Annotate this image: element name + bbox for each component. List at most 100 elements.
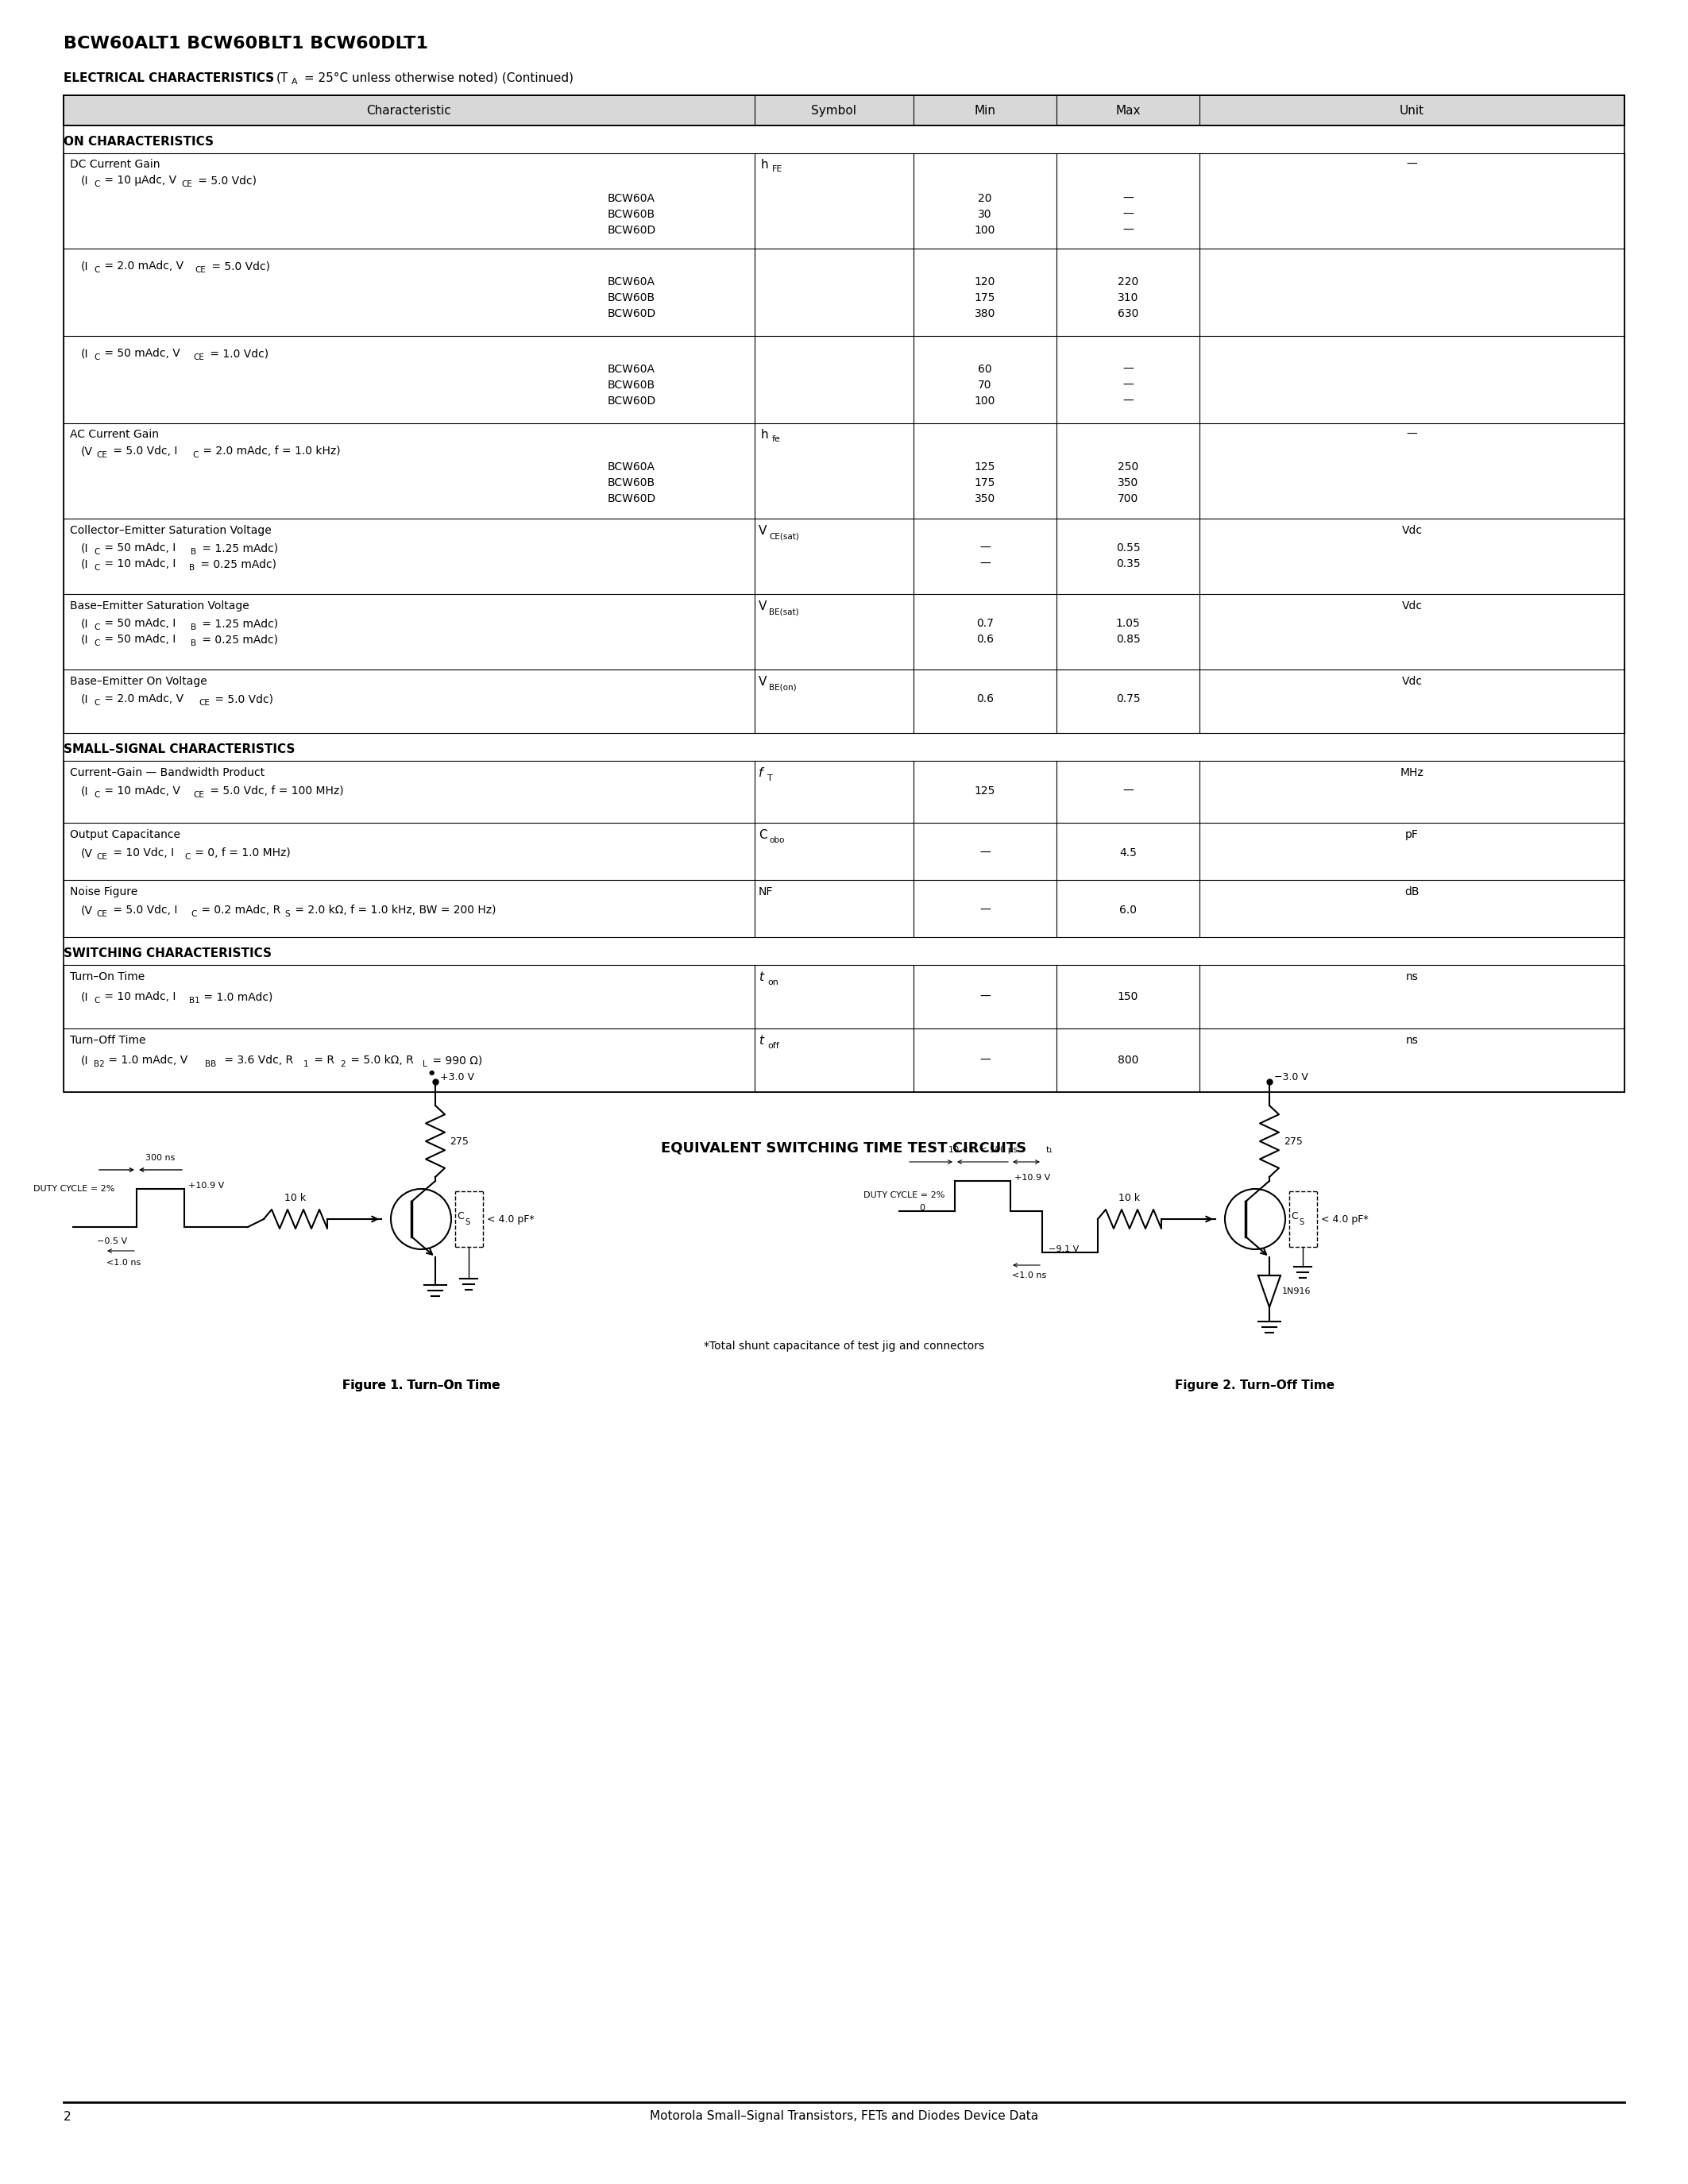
Text: (I: (I (81, 618, 88, 629)
Text: 300 ns: 300 ns (145, 1153, 176, 1162)
Text: B: B (191, 622, 196, 631)
Text: 20: 20 (977, 192, 993, 203)
Text: h: h (761, 428, 768, 441)
Text: 1: 1 (304, 1059, 309, 1068)
Text: 60: 60 (977, 365, 993, 376)
Text: ●: ● (429, 1068, 436, 1077)
Text: DUTY CYCLE = 2%: DUTY CYCLE = 2% (864, 1190, 945, 1199)
Text: f: f (758, 767, 763, 780)
Text: Vdc: Vdc (1401, 675, 1423, 688)
Text: (I: (I (81, 175, 88, 186)
Text: SWITCHING CHARACTERISTICS: SWITCHING CHARACTERISTICS (64, 948, 272, 959)
Text: 100: 100 (974, 395, 996, 406)
Text: (I: (I (81, 542, 88, 553)
Text: (I: (I (81, 559, 88, 570)
Text: A: A (292, 79, 297, 85)
Text: 2: 2 (339, 1059, 346, 1068)
Text: MHz: MHz (1399, 767, 1423, 778)
Text: C: C (1291, 1210, 1298, 1221)
Text: = 50 mAdc, I: = 50 mAdc, I (101, 542, 176, 553)
Text: CE(sat): CE(sat) (770, 533, 798, 539)
Text: DC Current Gain: DC Current Gain (69, 159, 160, 170)
Text: = 10 μAdc, V: = 10 μAdc, V (101, 175, 177, 186)
Text: 350: 350 (974, 494, 996, 505)
Text: Figure 1. Turn–On Time: Figure 1. Turn–On Time (343, 1380, 500, 1391)
Text: < 4.0 pF*: < 4.0 pF* (486, 1214, 535, 1225)
Text: = 3.6 Vdc, R: = 3.6 Vdc, R (221, 1055, 294, 1066)
Text: C: C (95, 699, 100, 708)
Text: = 0.25 mAdc): = 0.25 mAdc) (199, 633, 279, 644)
Text: —: — (1406, 159, 1418, 170)
Text: BCW60B: BCW60B (608, 478, 655, 489)
Text: = 2.0 mAdc, V: = 2.0 mAdc, V (101, 260, 184, 271)
Text: 0: 0 (918, 1203, 925, 1212)
Text: Max: Max (1116, 105, 1141, 116)
Text: = 10 Vdc, I: = 10 Vdc, I (110, 847, 174, 858)
Text: Collector–Emitter Saturation Voltage: Collector–Emitter Saturation Voltage (69, 524, 272, 535)
Text: C: C (95, 622, 100, 631)
Text: = 0.2 mAdc, R: = 0.2 mAdc, R (197, 904, 280, 915)
Text: Noise Figure: Noise Figure (69, 887, 138, 898)
Text: C: C (758, 828, 766, 841)
Text: off: off (768, 1042, 780, 1051)
Text: (I: (I (81, 260, 88, 271)
Text: —: — (979, 542, 991, 553)
Text: T: T (768, 775, 773, 782)
Text: 125: 125 (974, 461, 996, 472)
Text: t: t (758, 1035, 763, 1046)
Text: Current–Gain — Bandwidth Product: Current–Gain — Bandwidth Product (69, 767, 265, 778)
Text: AC Current Gain: AC Current Gain (69, 428, 159, 439)
Text: —: — (979, 992, 991, 1002)
Text: C: C (95, 563, 100, 572)
Text: +3.0 V: +3.0 V (441, 1072, 474, 1081)
Text: —: — (979, 904, 991, 915)
Text: Output Capacitance: Output Capacitance (69, 830, 181, 841)
Text: = 10 mAdc, I: = 10 mAdc, I (101, 559, 176, 570)
Text: (V: (V (81, 904, 93, 915)
Text: —: — (979, 1055, 991, 1066)
Text: <1.0 ns: <1.0 ns (106, 1258, 140, 1267)
Text: *Total shunt capacitance of test jig and connectors: *Total shunt capacitance of test jig and… (704, 1341, 984, 1352)
Text: Figure 1. Turn–On Time: Figure 1. Turn–On Time (343, 1380, 500, 1391)
Text: = 5.0 Vdc): = 5.0 Vdc) (208, 260, 270, 271)
Text: —: — (1123, 380, 1133, 391)
Text: = 50 mAdc, I: = 50 mAdc, I (101, 633, 176, 644)
Text: CE: CE (192, 354, 204, 360)
Text: V: V (758, 524, 766, 537)
Text: = 5.0 Vdc, I: = 5.0 Vdc, I (110, 904, 177, 915)
Text: 1.05: 1.05 (1116, 618, 1139, 629)
Text: 10 k: 10 k (285, 1192, 306, 1203)
Text: = 10 mAdc, V: = 10 mAdc, V (101, 786, 181, 797)
Text: ON CHARACTERISTICS: ON CHARACTERISTICS (64, 135, 214, 146)
Text: B: B (191, 640, 196, 646)
Text: = 1.0 Vdc): = 1.0 Vdc) (206, 347, 268, 358)
Text: (T: (T (277, 72, 289, 83)
Text: C: C (95, 640, 100, 646)
Text: (I: (I (81, 1055, 88, 1066)
Text: C: C (192, 452, 197, 459)
Text: CE: CE (199, 699, 209, 708)
Text: 10 < t₁ < 500 μs: 10 < t₁ < 500 μs (949, 1147, 1018, 1153)
Text: —: — (1123, 365, 1133, 376)
Text: BE(on): BE(on) (770, 684, 797, 690)
Text: 0.6: 0.6 (976, 692, 994, 705)
Text: BCW60A: BCW60A (608, 192, 655, 203)
Text: C: C (184, 854, 191, 860)
Text: on: on (768, 978, 778, 987)
Text: C: C (95, 548, 100, 557)
Text: 150: 150 (1117, 992, 1138, 1002)
Text: = 2.0 mAdc, V: = 2.0 mAdc, V (101, 692, 184, 705)
Text: BCW60ALT1 BCW60BLT1 BCW60DLT1: BCW60ALT1 BCW60BLT1 BCW60DLT1 (64, 35, 429, 52)
Text: Symbol: Symbol (812, 105, 858, 116)
Text: 6.0: 6.0 (1119, 904, 1136, 915)
Text: BCW60A: BCW60A (608, 365, 655, 376)
Text: BCW60B: BCW60B (608, 380, 655, 391)
Text: 250: 250 (1117, 461, 1138, 472)
Text: —: — (1406, 428, 1418, 439)
Text: (V: (V (81, 847, 93, 858)
Text: B2: B2 (95, 1059, 105, 1068)
Bar (64, 96, 1624, 124)
Text: —: — (1123, 192, 1133, 203)
Text: B1: B1 (189, 996, 199, 1005)
Text: = 0.25 mAdc): = 0.25 mAdc) (197, 559, 277, 570)
